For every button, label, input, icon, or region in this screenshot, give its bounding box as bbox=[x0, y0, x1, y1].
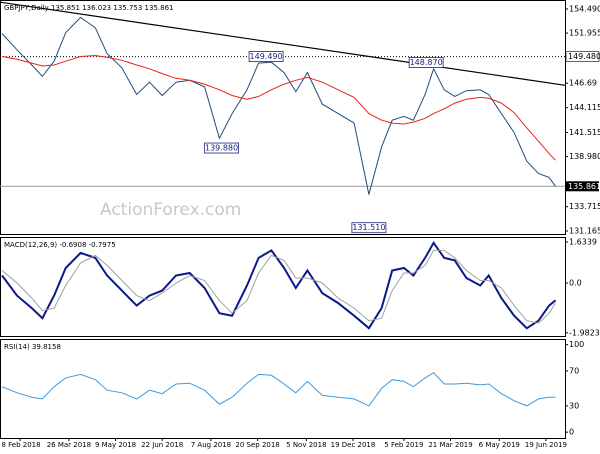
annotation-box bbox=[351, 222, 387, 234]
x-tick-label: 9 May 2018 bbox=[95, 441, 136, 449]
annotation-box bbox=[408, 57, 444, 68]
series-line bbox=[1, 241, 557, 330]
panel-title: GBPJPY,Daily 135.851 136.023 135.753 135… bbox=[4, 4, 173, 12]
x-tick-label: 22 Jun 2018 bbox=[141, 441, 183, 449]
annotation-box bbox=[204, 142, 239, 154]
x-tick-label: 20 Sep 2018 bbox=[235, 441, 279, 449]
annotation-label: 131.510 bbox=[352, 223, 385, 232]
y-tick-label: 0 bbox=[569, 428, 574, 437]
y-tick-label: 138.980 bbox=[569, 152, 600, 161]
panel-frame bbox=[0, 0, 566, 235]
x-tick-label: 26 Mar 2018 bbox=[47, 441, 91, 449]
y-tick-label: -1.9823 bbox=[569, 328, 600, 337]
panel-frame bbox=[0, 339, 566, 439]
level-box bbox=[565, 51, 600, 62]
y-tick-label: 151.955 bbox=[569, 29, 600, 38]
annotation-box bbox=[248, 51, 284, 62]
last-price-box bbox=[566, 181, 599, 192]
x-tick-label: 5 Nov 2018 bbox=[286, 441, 326, 449]
x-tick-label: 7 Aug 2018 bbox=[191, 441, 231, 449]
x-tick-label: 5 Feb 2019 bbox=[384, 441, 423, 449]
y-tick-label: 100 bbox=[569, 340, 584, 349]
watermark: ActionForex.com bbox=[100, 200, 241, 220]
y-tick-label: 1.6339 bbox=[569, 237, 597, 246]
y-tick-label: 133.715 bbox=[569, 202, 600, 211]
y-tick-label: 30 bbox=[569, 401, 579, 410]
series-line bbox=[2, 54, 556, 161]
x-tick-label: 8 Feb 2018 bbox=[1, 441, 40, 449]
y-tick-label: 141.515 bbox=[569, 128, 600, 137]
level-label: 149.480 bbox=[568, 52, 600, 61]
annotation-label: 148.870 bbox=[410, 58, 443, 67]
panel-title: RSI(14) 39.8158 bbox=[4, 343, 61, 351]
y-tick-label: 144.115 bbox=[569, 103, 600, 112]
x-tick-label: 6 May 2019 bbox=[479, 441, 520, 449]
panel-frame bbox=[0, 237, 566, 337]
last-price-label: 135.861 bbox=[568, 182, 600, 191]
y-tick-label: 131.165 bbox=[569, 227, 600, 236]
annotation-label: 149.490 bbox=[250, 52, 283, 61]
x-tick-label: 21 Mar 2019 bbox=[428, 441, 472, 449]
x-tick-label: 19 Jun 2019 bbox=[525, 441, 567, 449]
y-tick-label: 154.490 bbox=[569, 4, 600, 13]
trendline bbox=[0, 1, 566, 86]
annotation-label: 139.880 bbox=[205, 144, 238, 153]
series-line bbox=[1, 372, 556, 407]
series-line bbox=[1, 249, 556, 324]
x-tick-label: 19 Dec 2018 bbox=[331, 441, 376, 449]
series-line bbox=[1, 16, 556, 195]
y-tick-label: 146.69 bbox=[569, 79, 597, 88]
panel-title: MACD(12,26,9) -0.6908 -0.7975 bbox=[4, 241, 116, 249]
y-tick-label: 0.0 bbox=[569, 279, 582, 288]
y-tick-label: 70 bbox=[569, 366, 579, 375]
